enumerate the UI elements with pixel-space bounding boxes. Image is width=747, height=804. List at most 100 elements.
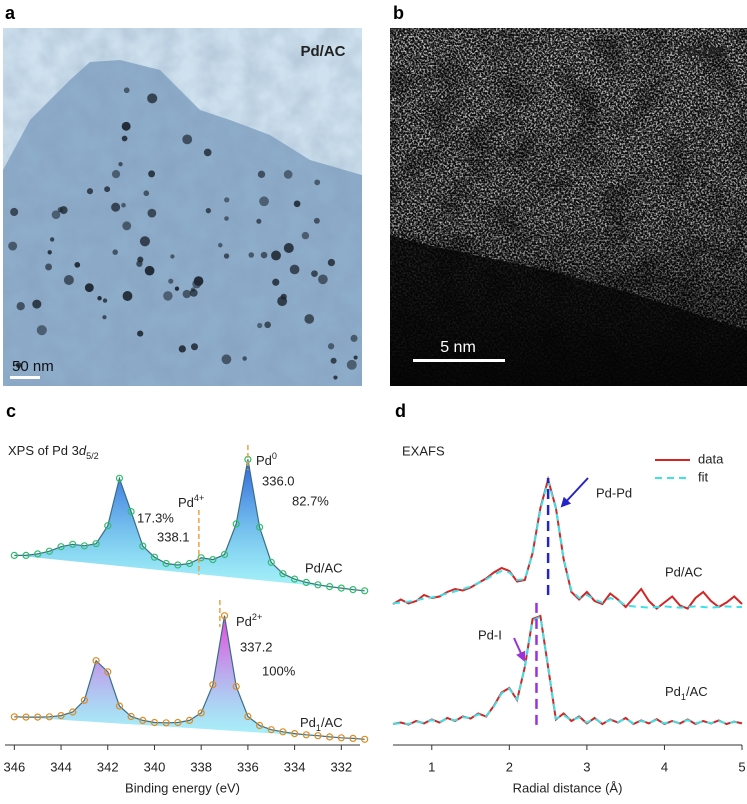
text-part: /AC [321, 715, 343, 730]
fit-line [392, 477, 742, 609]
micrograph-b [390, 28, 747, 386]
scale-bar-label: 5 nm [440, 339, 476, 356]
data-point [220, 550, 229, 559]
image-texture [3, 28, 362, 386]
data-point [291, 729, 299, 738]
nanoparticle [10, 207, 19, 217]
nanoparticle [102, 315, 107, 320]
nanoparticle [333, 375, 338, 380]
nanoparticle [318, 274, 328, 285]
nanoparticle [63, 274, 74, 286]
sample-label: Pd/AC [665, 564, 703, 579]
data-point [34, 550, 42, 558]
data-point [80, 696, 89, 704]
data-point [104, 668, 112, 676]
data-point [302, 578, 310, 587]
nanoparticle [8, 241, 18, 251]
scale-bar [10, 376, 40, 379]
data-point [279, 728, 287, 736]
nanoparticle [304, 314, 315, 324]
bond-label: Pd-I [478, 627, 502, 642]
nanoparticle [224, 197, 230, 203]
nanoparticle [121, 202, 126, 208]
peak-state: Pd2+ [236, 612, 262, 629]
data-line [392, 614, 743, 726]
legend-label: data [698, 451, 724, 466]
data-point [302, 731, 310, 739]
nanoparticle [257, 170, 266, 178]
data-point [162, 719, 170, 727]
nanoparticle [47, 250, 52, 255]
data-point [69, 540, 77, 548]
text-part: 2+ [252, 612, 262, 622]
nanoparticle [314, 179, 321, 186]
nanoparticle [59, 206, 68, 215]
data-point [92, 657, 100, 665]
nanoparticle [174, 286, 180, 291]
nanoparticle [45, 263, 53, 271]
sample-label: Pd1/AC [665, 684, 708, 702]
nanoparticle [121, 135, 128, 142]
data-point [45, 713, 53, 721]
x-tick-label: 346 [3, 759, 25, 774]
nanoparticle [242, 356, 247, 361]
nanoparticle [148, 170, 156, 178]
bond-arrow [560, 477, 589, 508]
nanoparticle [311, 270, 318, 278]
nanoparticle [353, 355, 358, 360]
x-axis-label: Radial distance (Å) [513, 780, 623, 795]
x-tick-label: 342 [97, 759, 119, 774]
nanoparticle [190, 343, 198, 351]
nanoparticle [260, 251, 268, 259]
data-point [361, 587, 369, 595]
nanoparticle [122, 291, 133, 301]
panel-label: Pd/AC [301, 43, 346, 60]
text-part: d [79, 443, 87, 458]
nanoparticle [293, 200, 301, 208]
bond-label: Pd-Pd [596, 485, 632, 500]
data-point [127, 508, 135, 516]
x-tick-label: 332 [330, 759, 352, 774]
text-part: Pd [178, 495, 194, 510]
nanoparticle [97, 296, 102, 301]
nanoparticle [223, 253, 230, 259]
data-point [232, 682, 240, 691]
nanoparticle [264, 321, 271, 329]
chart-title: XPS of Pd 3d5/2 [8, 443, 99, 461]
nanoparticle [190, 287, 196, 292]
nanoparticle [84, 283, 94, 293]
nanoparticles [8, 87, 358, 380]
scale-bar [413, 359, 505, 362]
nanoparticle [203, 148, 212, 157]
nanoparticle [137, 330, 144, 337]
nanoparticle [163, 291, 173, 301]
nanoparticle [121, 121, 131, 131]
nanoparticle [257, 322, 263, 329]
x-tick-label: 344 [50, 759, 72, 774]
data-point [69, 708, 77, 716]
data-point [337, 584, 345, 592]
peak-share: 17.3% [137, 510, 174, 525]
data-point [57, 543, 65, 551]
data-point [10, 551, 18, 560]
nanoparticle [122, 221, 132, 231]
data-point [232, 520, 240, 528]
peak-energy: 337.2 [240, 639, 273, 654]
nanoparticle [147, 208, 157, 218]
nanoparticle [170, 254, 175, 259]
data-point [209, 555, 217, 564]
nanoparticle [224, 216, 229, 221]
fit-line [392, 615, 743, 726]
nanoparticle [271, 250, 281, 261]
nanoparticle [118, 162, 123, 167]
data-point [80, 542, 89, 550]
nanoparticle [346, 359, 357, 370]
nanoparticle [248, 252, 255, 258]
text-part: 1 [681, 692, 686, 702]
nanoparticle [182, 289, 192, 299]
nanoparticle [111, 202, 121, 212]
nanoparticle [147, 93, 158, 104]
nanoparticle [327, 343, 335, 350]
nanoparticle [182, 134, 193, 145]
nanoparticle [205, 208, 212, 214]
